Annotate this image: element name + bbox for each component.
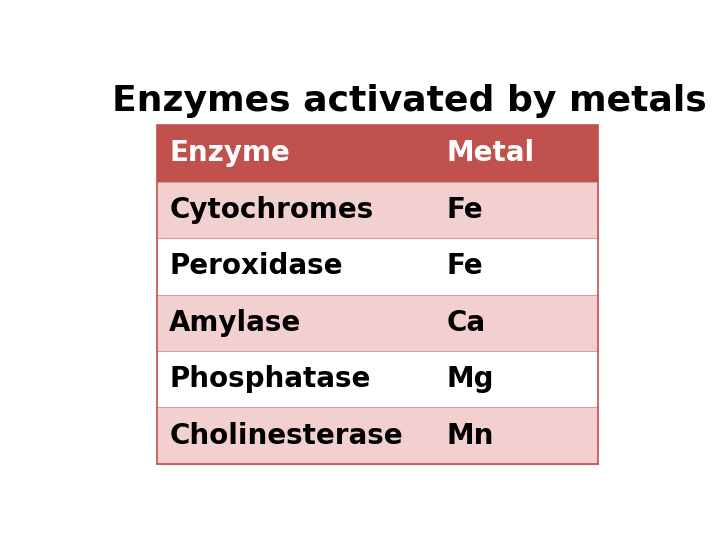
Text: Peroxidase: Peroxidase bbox=[169, 252, 343, 280]
Text: Ca: Ca bbox=[447, 309, 486, 337]
Text: Enzymes activated by metals: Enzymes activated by metals bbox=[112, 84, 707, 118]
Text: Amylase: Amylase bbox=[169, 309, 302, 337]
Text: Enzyme: Enzyme bbox=[169, 139, 290, 167]
Text: Cytochromes: Cytochromes bbox=[169, 196, 374, 224]
Text: Mn: Mn bbox=[447, 422, 495, 450]
Text: Metal: Metal bbox=[447, 139, 535, 167]
Text: Phosphatase: Phosphatase bbox=[169, 365, 371, 393]
Text: Fe: Fe bbox=[447, 252, 484, 280]
Text: Cholinesterase: Cholinesterase bbox=[169, 422, 403, 450]
Text: Mg: Mg bbox=[447, 365, 495, 393]
Text: Fe: Fe bbox=[447, 196, 484, 224]
